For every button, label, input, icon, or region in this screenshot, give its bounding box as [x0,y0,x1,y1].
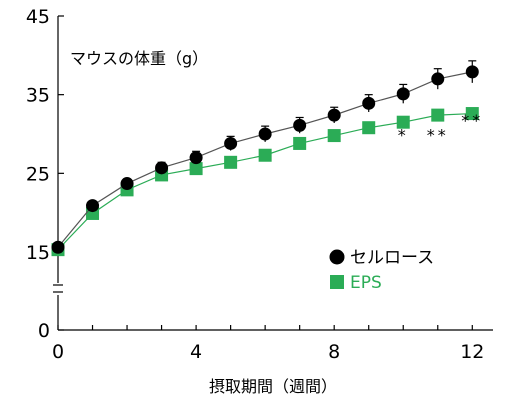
significance-marker: * [398,125,409,144]
chart-axes: 0 15 25 35 45 0 4 8 12 [26,6,493,363]
x-tick-label: 4 [190,341,202,363]
y-tick-label: 0 [38,320,50,342]
y-tick-label: 35 [26,85,50,107]
data-point [362,96,376,110]
y-tick-label: 25 [26,163,50,185]
data-point [293,118,307,132]
y-tick-label: 45 [26,6,50,28]
data-point [293,136,307,150]
data-point [189,162,203,176]
series-layer: * **** [51,60,483,257]
data-point [396,115,410,129]
data-point [327,129,341,143]
chart-title: マウスの体重（g） [70,49,208,68]
data-point [189,151,203,165]
data-point [258,148,272,162]
data-point [327,108,341,122]
x-tick-label: 0 [52,341,64,363]
data-point [396,87,410,101]
legend-label-eps: EPS [350,273,382,293]
data-point [431,72,445,86]
data-point [362,121,376,135]
data-point [120,177,134,191]
legend-marker-eps [330,275,344,289]
data-point [51,240,65,254]
data-point [258,127,272,141]
legend: セルロース EPS [329,248,434,293]
data-point [86,199,100,213]
legend-label-cellulose: セルロース [350,248,434,268]
x-tick-label: 12 [460,341,484,363]
data-point [465,65,479,79]
data-point [155,161,169,175]
data-point [224,136,238,150]
data-point [465,107,479,121]
significance-marker: ** [461,111,483,130]
data-point [224,155,238,169]
legend-marker-cellulose [329,249,345,265]
series-cellulose [51,60,479,254]
x-tick-label: 8 [328,341,340,363]
x-axis-label: 摂取期間（週間） [209,377,337,396]
data-point [431,108,445,122]
significance-marker: ** [427,125,449,144]
y-tick-label: 15 [26,242,50,264]
